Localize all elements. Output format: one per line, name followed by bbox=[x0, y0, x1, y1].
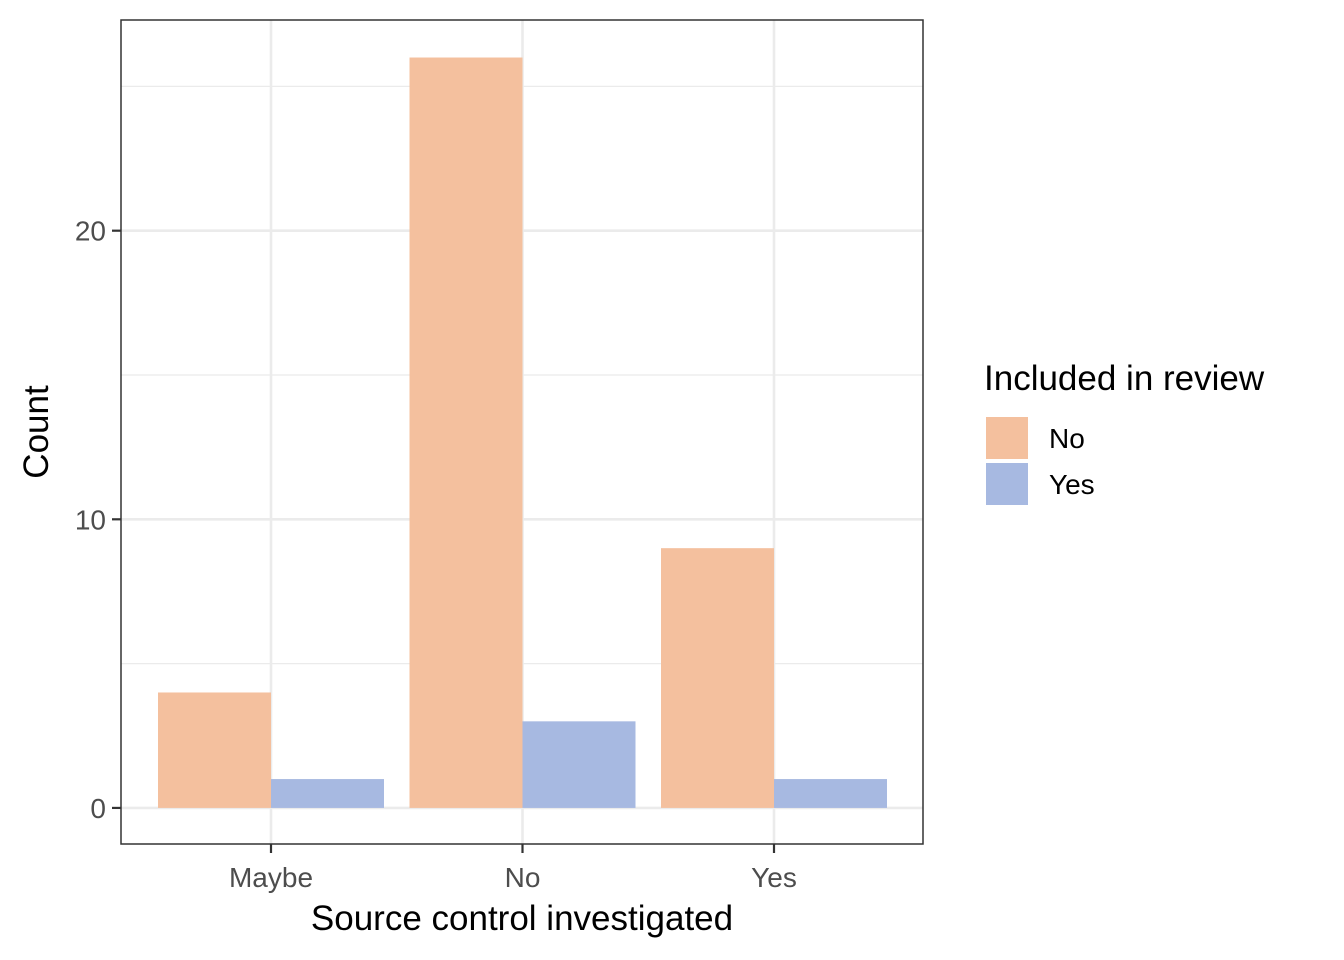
y-tick-label: 0 bbox=[90, 793, 106, 824]
plot-panel bbox=[120, 19, 924, 845]
y-tick-label: 20 bbox=[75, 216, 106, 247]
legend-items: No Yes bbox=[986, 417, 1095, 505]
x-tick-label: No bbox=[505, 862, 541, 893]
legend: Included in review No Yes bbox=[984, 359, 1265, 505]
bar-no-yes bbox=[522, 721, 636, 808]
bar-yes-yes bbox=[774, 779, 887, 808]
legend-label-no: No bbox=[1049, 423, 1085, 454]
legend-title: Included in review bbox=[984, 359, 1265, 398]
legend-key-yes bbox=[986, 463, 1028, 505]
bar-maybe-yes bbox=[271, 779, 384, 808]
x-tick-label: Yes bbox=[751, 862, 797, 893]
x-axis: Maybe No Yes bbox=[229, 844, 797, 893]
bar-maybe-no bbox=[158, 692, 271, 808]
x-axis-title: Source control investigated bbox=[311, 899, 733, 938]
legend-key-no bbox=[986, 417, 1028, 459]
y-axis: 0 10 20 bbox=[75, 216, 121, 824]
bars bbox=[158, 57, 887, 808]
legend-label-yes: Yes bbox=[1049, 469, 1095, 500]
x-tick-label: Maybe bbox=[229, 862, 313, 893]
y-axis-title: Count bbox=[17, 385, 56, 479]
bar-yes-no bbox=[661, 548, 774, 808]
y-tick-label: 10 bbox=[75, 504, 106, 535]
bar-no-no bbox=[409, 57, 523, 808]
